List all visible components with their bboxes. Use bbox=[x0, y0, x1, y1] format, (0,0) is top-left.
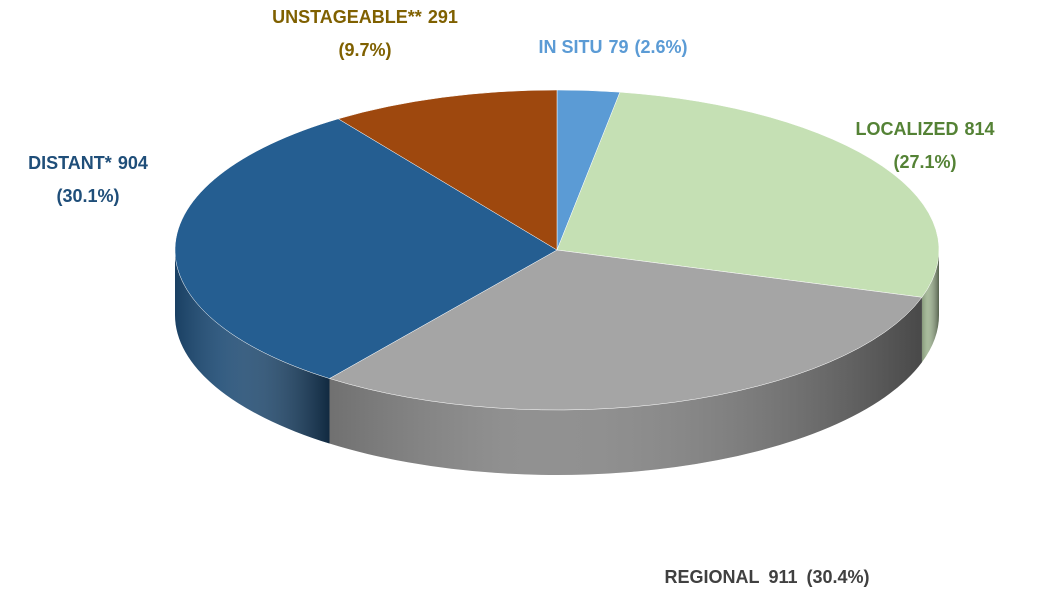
data-label: DISTANT* 904 (30.1%) bbox=[28, 153, 148, 206]
label-category: IN SITU bbox=[538, 37, 602, 57]
label-category: UNSTAGEABLE** bbox=[272, 7, 422, 27]
data-label: IN SITU 79 (2.6%) bbox=[538, 37, 687, 57]
slice-side-shade bbox=[329, 297, 922, 476]
data-label: REGIONAL 911 (30.4%) bbox=[664, 567, 869, 587]
label-percent: (30.1%) bbox=[56, 186, 119, 206]
label-value: 814 bbox=[964, 119, 994, 139]
slice bbox=[337, 89, 558, 251]
label-value: 79 bbox=[608, 37, 628, 57]
slice bbox=[328, 249, 923, 411]
data-label: LOCALIZED 814 (27.1%) bbox=[855, 119, 994, 172]
label-category: LOCALIZED bbox=[855, 119, 958, 139]
label-value: 291 bbox=[428, 7, 458, 27]
label-percent: (2.6%) bbox=[635, 37, 688, 57]
label-percent: (27.1%) bbox=[893, 152, 956, 172]
slice-side-shade bbox=[921, 250, 939, 363]
label-category: REGIONAL bbox=[664, 567, 759, 587]
label-percent: (9.7%) bbox=[338, 40, 391, 60]
label-category: DISTANT* bbox=[28, 153, 112, 173]
slice bbox=[556, 91, 940, 298]
slice bbox=[174, 118, 558, 379]
data-label: UNSTAGEABLE** 291 (9.7%) bbox=[272, 7, 458, 60]
label-value: 911 bbox=[768, 567, 797, 587]
label-percent: (30.4%) bbox=[807, 567, 870, 587]
label-value: 904 bbox=[118, 153, 148, 173]
